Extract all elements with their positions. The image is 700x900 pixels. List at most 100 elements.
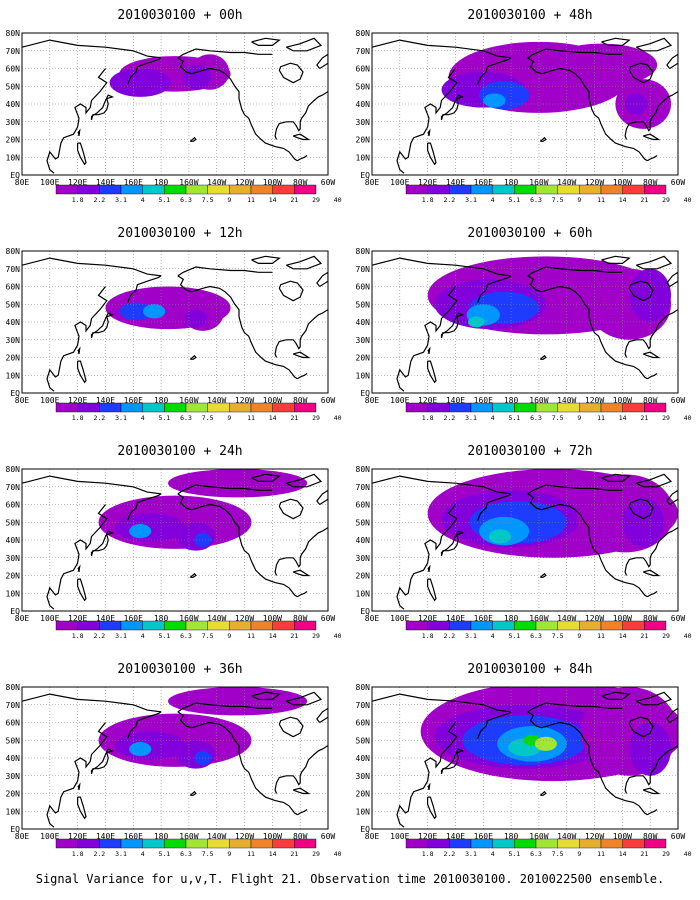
- colorbar-label: 29: [312, 414, 320, 422]
- coastline: [477, 57, 512, 85]
- colorbar-label: 21: [640, 850, 648, 858]
- lon-label: 120W: [585, 832, 604, 841]
- colorbar-label: 6.3: [180, 632, 192, 640]
- lat-label: 20N: [356, 354, 371, 363]
- lon-label: 160E: [124, 614, 143, 623]
- colorbar-label: 9: [227, 196, 231, 204]
- coastline: [278, 62, 304, 84]
- colorbar-label: 4: [141, 414, 145, 422]
- lon-label: 140W: [557, 832, 576, 841]
- lon-label: 180: [154, 614, 169, 623]
- colorbar-label: 1.8: [422, 850, 434, 858]
- coastline: [647, 373, 658, 380]
- coastline: [636, 473, 673, 488]
- coastline: [251, 255, 281, 265]
- panel-title: 2010030100 + 72h: [467, 444, 593, 459]
- lon-label: 100E: [40, 832, 59, 841]
- colorbar-swatch: [514, 184, 537, 195]
- lat-label: 10N: [6, 153, 21, 162]
- colorbar-label: 5.1: [508, 632, 520, 640]
- colorbar-label: 6.3: [530, 196, 542, 204]
- colorbar-label: 2.2: [443, 850, 455, 858]
- variance-contour: [115, 731, 185, 760]
- colorbar-label: 7.5: [552, 414, 564, 422]
- panel-title: 2010030100 + 24h: [117, 444, 243, 459]
- coastline: [177, 57, 298, 162]
- colorbar-swatch: [77, 184, 100, 195]
- map-panel: 2010030100 + 00h 80N 70N 60N 50N 40N 30N 20N 10N…: [6, 0, 350, 218]
- colorbar-label: 7.5: [202, 632, 214, 640]
- coastline: [426, 142, 437, 166]
- lon-label: 140W: [557, 614, 576, 623]
- coastline: [251, 473, 281, 483]
- colorbar-swatch: [405, 620, 428, 631]
- variance-contour: [483, 93, 506, 108]
- lon-label: 60W: [321, 178, 336, 187]
- coastline: [647, 809, 658, 816]
- colorbar-swatch: [120, 184, 143, 195]
- coastline: [666, 707, 678, 724]
- coastline: [440, 748, 465, 775]
- colorbar-label: 3.1: [465, 196, 477, 204]
- lon-label: 80W: [643, 396, 658, 405]
- colorbar-label: 21: [290, 196, 298, 204]
- colorbar-label: 2.2: [443, 632, 455, 640]
- colorbar-label: 1.8: [72, 414, 84, 422]
- lat-label: EQ: [360, 607, 370, 616]
- lon-label: 100E: [390, 832, 409, 841]
- coastline: [601, 473, 631, 483]
- colorbar-swatch: [514, 620, 537, 631]
- coastline: [46, 68, 108, 174]
- lat-label: 70N: [6, 265, 21, 274]
- colorbar-swatch: [272, 402, 295, 413]
- coastline: [274, 91, 328, 140]
- colorbar-swatch: [405, 402, 428, 413]
- coastline: [666, 271, 678, 288]
- lon-label: 140E: [96, 614, 115, 623]
- coastline: [396, 286, 458, 392]
- lon-label: 80W: [293, 396, 308, 405]
- lat-label: EQ: [360, 389, 370, 398]
- colorbar-swatch: [492, 620, 515, 631]
- colorbar-swatch: [142, 184, 165, 195]
- colorbar-label: 40: [684, 850, 692, 858]
- coastline: [76, 360, 87, 384]
- coastline: [177, 493, 298, 598]
- colorbar-swatch: [250, 838, 273, 849]
- colorbar-swatch: [449, 620, 472, 631]
- lon-label: 100W: [613, 614, 632, 623]
- colorbar-swatch: [207, 184, 230, 195]
- lat-label: 60N: [6, 719, 21, 728]
- lat-label: 80N: [6, 465, 21, 474]
- lat-label: 80N: [6, 247, 21, 256]
- colorbar-swatch: [142, 620, 165, 631]
- colorbar-swatch: [622, 838, 645, 849]
- colorbar-swatch: [449, 838, 472, 849]
- colorbar-swatch: [229, 402, 252, 413]
- lat-label: 50N: [6, 518, 21, 527]
- colorbar-swatch: [185, 620, 208, 631]
- colorbar-swatch: [622, 620, 645, 631]
- lat-label: 80N: [6, 29, 21, 38]
- lon-label: 140E: [446, 178, 465, 187]
- colorbar-label: 11: [247, 850, 255, 858]
- coastline: [189, 354, 197, 360]
- coastline: [189, 790, 197, 796]
- colorbar-swatch: [579, 184, 602, 195]
- colorbar-swatch: [449, 402, 472, 413]
- lon-label: 160W: [179, 832, 198, 841]
- lon-label: 180: [154, 832, 169, 841]
- lon-label: 140W: [207, 178, 226, 187]
- coastline: [316, 53, 328, 70]
- lon-label: 100W: [613, 396, 632, 405]
- lon-label: 100W: [263, 614, 282, 623]
- colorbar-swatch: [600, 620, 623, 631]
- colorbar-swatch: [207, 838, 230, 849]
- lat-label: 20N: [6, 790, 21, 799]
- colorbar-label: 5.1: [158, 414, 170, 422]
- lat-label: 80N: [356, 247, 371, 256]
- lon-label: 100W: [263, 178, 282, 187]
- colorbar-swatch: [164, 402, 187, 413]
- variance-contour: [488, 529, 512, 544]
